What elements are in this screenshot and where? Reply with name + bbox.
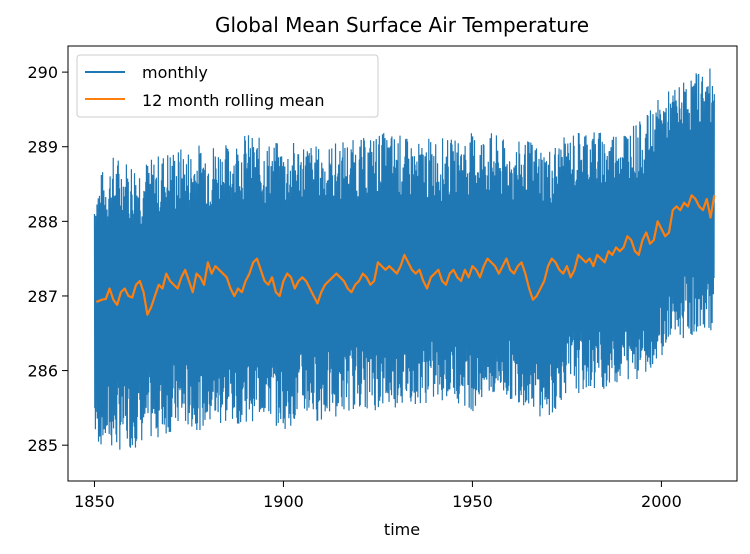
y-axis: 285 286 287 288 289 290 [27,63,68,455]
legend-label-rolling-mean: 12 month rolling mean [142,91,325,110]
y-tick-label: 285 [27,436,58,455]
x-axis-label: time [384,520,420,539]
y-tick-label: 287 [27,287,58,306]
plot-area [93,68,716,450]
legend: monthly 12 month rolling mean [76,54,379,118]
chart-title: Global Mean Surface Air Temperature [215,13,589,37]
y-tick-label: 288 [27,212,58,231]
x-tick-label: 1900 [263,492,304,511]
x-tick-label: 1850 [74,492,115,511]
x-tick-label: 2000 [641,492,682,511]
y-tick-label: 289 [27,138,58,157]
legend-box [76,54,379,118]
legend-label-monthly: monthly [142,63,208,82]
y-tick-label: 290 [27,63,58,82]
plot-frame [67,45,738,482]
monthly-series-line [93,68,715,450]
y-tick-label: 286 [27,362,58,381]
x-axis: 1850 1900 1950 2000 [74,481,682,511]
x-tick-label: 1950 [452,492,493,511]
rolling-mean-series-line [95,194,716,316]
